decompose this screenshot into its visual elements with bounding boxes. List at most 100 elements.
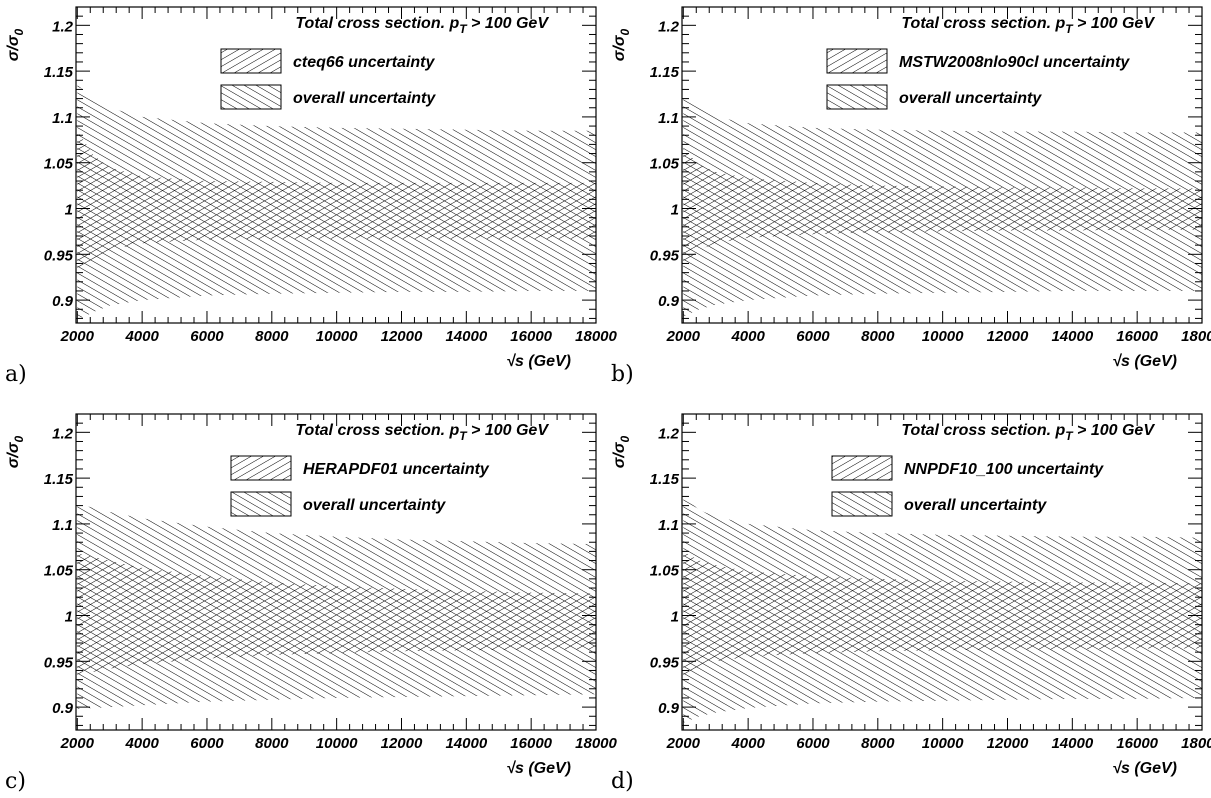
legend-swatch (826, 48, 888, 74)
legend: Total cross section. pT > 100 GeV NNPDF10… (831, 422, 1155, 517)
legend-entry-label: HERAPDF01 uncertainty (303, 461, 490, 478)
legend-entry-label: cteq66 uncertainty (293, 54, 435, 71)
x-axis-label: √s (GeV) (506, 353, 571, 370)
panel-tag: b) (611, 362, 634, 387)
x-tick-label: 12000 (381, 735, 423, 752)
y-tick-label: 1.1 (658, 517, 679, 534)
y-tick-label: 0.95 (650, 247, 680, 264)
y-tick-label: 1.15 (650, 471, 680, 488)
legend-entry-label: overall uncertainty (904, 497, 1047, 514)
x-tick-label: 8000 (861, 735, 895, 752)
band-pdf (77, 553, 596, 675)
panel-2: 2000 4000 6000 8000 10000 12000 14000 16000 180 0… (611, 6, 1211, 387)
x-tick-label: 12000 (987, 735, 1029, 752)
y-tick-label: 1 (671, 202, 679, 219)
legend-swatch (220, 48, 282, 74)
y-tick-label: 1.15 (650, 64, 680, 81)
y-tick-label: 1 (671, 609, 679, 626)
x-tick-label: 6000 (796, 328, 830, 345)
x-axis-label: √s (GeV) (1112, 353, 1177, 370)
y-tick-label: 1.15 (44, 64, 74, 81)
x-tick-label: 12000 (381, 328, 423, 345)
x-tick-label: 6000 (190, 735, 224, 752)
x-axis-label: √s (GeV) (1112, 760, 1177, 777)
y-tick-label: 1.1 (658, 110, 679, 127)
legend-entry-label: overall uncertainty (899, 90, 1042, 107)
band-pdf (77, 130, 596, 273)
y-tick-label: 0.9 (52, 700, 74, 717)
y-tick-label: 0.95 (44, 247, 74, 264)
x-tick-label: 4000 (124, 328, 159, 345)
x-tick-label: 10000 (316, 735, 358, 752)
y-tick-label: 1 (65, 609, 73, 626)
x-tick-label: 4000 (730, 328, 765, 345)
y-tick-label: 1.2 (658, 425, 680, 442)
x-tick-label: 14000 (1051, 735, 1093, 752)
legend-swatch (831, 491, 893, 517)
panel-tag: c) (5, 769, 26, 794)
band-pdf (683, 551, 1202, 675)
panel-3: 2000 4000 6000 8000 10000 12000 14000 16000 1800… (5, 413, 618, 794)
x-tick-label: 6000 (190, 328, 224, 345)
x-tick-label: 4000 (124, 735, 159, 752)
legend-swatch (230, 455, 292, 481)
y-tick-label: 0.95 (650, 654, 680, 671)
x-tick-label: 16000 (510, 328, 552, 345)
x-tick-label: 18000 (575, 328, 617, 345)
y-tick-label: 1 (65, 202, 73, 219)
x-tick-label: 2000 (60, 328, 95, 345)
y-tick-label: 1.1 (52, 110, 73, 127)
y-tick-label: 0.9 (658, 700, 680, 717)
x-tick-label: 10000 (922, 735, 964, 752)
x-tick-label: 18000 (1181, 328, 1211, 345)
plot-frame (75, 6, 597, 324)
y-tick-label: 1.2 (52, 18, 74, 35)
legend-swatch (831, 455, 893, 481)
y-tick-label: 1.05 (650, 563, 680, 580)
x-tick-label: 16000 (510, 735, 552, 752)
x-tick-label: 8000 (255, 328, 289, 345)
legend-title: Total cross section. pT > 100 GeV (295, 422, 549, 443)
x-tick-label: 10000 (922, 328, 964, 345)
bands (77, 84, 596, 321)
legend: Total cross section. pT > 100 GeV cteq66 … (220, 15, 549, 110)
x-tick-label: 14000 (445, 328, 487, 345)
y-tick-label: 1.2 (52, 425, 74, 442)
x-tick-label: 2000 (666, 328, 701, 345)
y-axis-label: σ/σ0 (611, 436, 632, 469)
y-tick-label: 1.15 (44, 471, 74, 488)
y-axis-label: σ/σ0 (611, 29, 632, 62)
panel-tag: a) (5, 362, 27, 387)
y-axis-label: σ/σ0 (5, 436, 26, 469)
x-tick-label: 2000 (60, 735, 95, 752)
legend: Total cross section. pT > 100 GeV HERAPDF… (230, 422, 549, 517)
y-tick-label: 1.1 (52, 517, 73, 534)
x-tick-label: 18000 (1181, 735, 1211, 752)
x-axis-label: √s (GeV) (506, 760, 571, 777)
y-tick-label: 0.9 (658, 293, 680, 310)
legend-swatch (230, 491, 292, 517)
y-tick-label: 1.2 (658, 18, 680, 35)
x-tick-label: 4000 (730, 735, 765, 752)
legend-entry-label: overall uncertainty (303, 497, 446, 514)
x-tick-label: 14000 (445, 735, 487, 752)
x-tick-label: 10000 (316, 328, 358, 345)
panel-1: 2000 4000 6000 8000 10000 12000 14000 16000 1800… (5, 6, 618, 387)
panel-4: 2000 4000 6000 8000 10000 12000 14000 16000 180 0… (611, 413, 1211, 794)
bands (683, 496, 1202, 723)
x-tick-label: 18000 (575, 735, 617, 752)
plot-frame (681, 413, 1203, 731)
legend-swatch (220, 84, 282, 110)
x-tick-label: 16000 (1116, 328, 1158, 345)
legend-title: Total cross section. pT > 100 GeV (901, 422, 1155, 443)
legend-entry-label: NNPDF10_100 uncertainty (904, 461, 1104, 478)
legend-entry-label: overall uncertainty (293, 90, 436, 107)
legend-title: Total cross section. pT > 100 GeV (295, 15, 549, 36)
legend: Total cross section. pT > 100 GeV MSTW200… (826, 15, 1155, 110)
bands (77, 503, 596, 709)
x-tick-label: 8000 (255, 735, 289, 752)
x-tick-label: 8000 (861, 328, 895, 345)
x-tick-label: 6000 (796, 735, 830, 752)
y-tick-label: 1.05 (650, 156, 680, 173)
